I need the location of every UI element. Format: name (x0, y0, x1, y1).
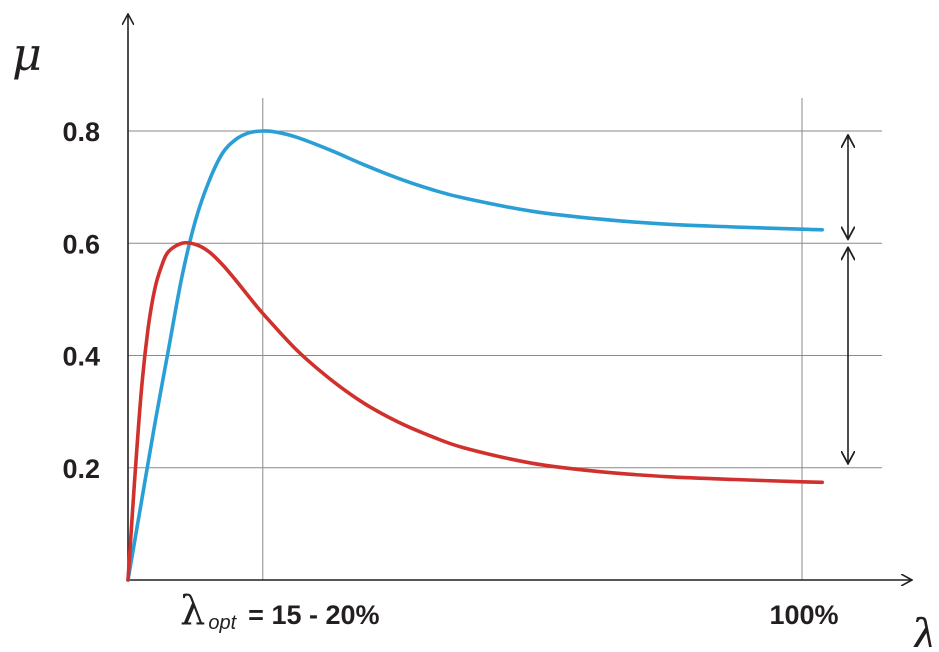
y-axis-label: μ (12, 27, 42, 81)
axes (128, 14, 912, 580)
series-lines (126, 129, 824, 582)
labels: μ λ λ opt = 15 - 20% 100% 0.20.40.60.8 (12, 27, 939, 652)
x-axis-label: λ (908, 609, 939, 647)
y-tick-label-0.6: 0.6 (62, 229, 100, 259)
full-slip-label: 100% (769, 600, 838, 630)
lambda-opt-subscript: opt (208, 612, 237, 634)
lambda-opt-range: = 15 - 20% (248, 600, 379, 630)
y-tick-label-0.8: 0.8 (62, 117, 100, 147)
lambda-opt-symbol: λ (180, 588, 205, 634)
series-line-2 (126, 240, 824, 582)
grid (128, 98, 882, 580)
lambda-opt-annotation: λ opt = 15 - 20% (180, 588, 380, 634)
series-line-1 (126, 129, 824, 582)
y-tick-label-0.4: 0.4 (62, 342, 100, 372)
y-tick-label-0.2: 0.2 (62, 454, 100, 484)
